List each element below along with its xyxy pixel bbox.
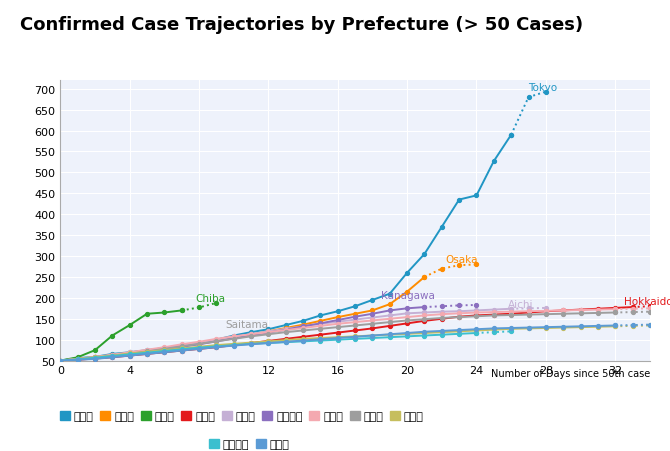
Text: Port: Port [0,450,1,451]
Text: Confirmed Case Trajectories by Prefecture (> 50 Cases): Confirmed Case Trajectories by Prefectur… [20,16,583,34]
Text: Kyoto: Kyoto [0,450,1,451]
Text: Hokkaido: Hokkaido [624,296,670,306]
Text: Chiba: Chiba [196,294,226,304]
Text: Kanagawa: Kanagawa [381,290,435,300]
Legend: 空港検疫, 京都府: 空港検疫, 京都府 [208,439,289,450]
Text: Aichi: Aichi [508,299,533,309]
Text: Number of Days since 50th case: Number of Days since 50th case [490,368,650,378]
Text: Fukuoka: Fukuoka [0,450,1,451]
Text: Tokyo: Tokyo [529,83,557,93]
Text: Saitama: Saitama [225,319,268,329]
Text: Osaka: Osaka [446,255,478,265]
